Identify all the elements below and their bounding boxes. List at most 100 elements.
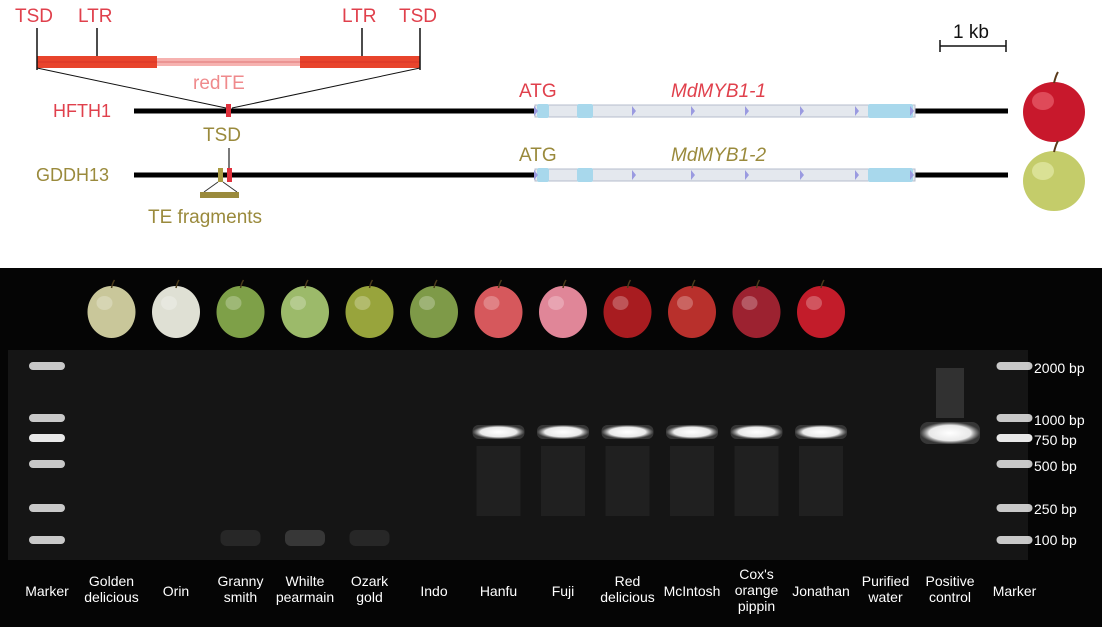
- ltr-right-block: [300, 56, 420, 68]
- primer-dimer-smear: [220, 530, 261, 546]
- lane-label: Marker: [993, 583, 1037, 599]
- lane-label: orange: [735, 582, 779, 598]
- gel-lane: Orin: [152, 279, 200, 599]
- gel-body: [8, 350, 1028, 560]
- gddh13-gene-label: MdMYB1-2: [671, 145, 766, 166]
- ladder-band: [996, 362, 1033, 370]
- lane-label: gold: [356, 589, 382, 605]
- tsd-middle-label: TSD: [203, 125, 241, 146]
- ladder-size-labels: 2000 bp 1000 bp 750 bp 500 bp 250 bp 100…: [1034, 360, 1085, 548]
- primer-dimer-smear: [349, 530, 390, 546]
- ladder-band: [29, 414, 65, 422]
- ladder-label-100: 100 bp: [1034, 532, 1077, 548]
- lane-label: delicious: [84, 589, 138, 605]
- lane-label: Cox's: [739, 566, 774, 582]
- lane-label: Marker: [25, 583, 69, 599]
- apple-photo: [345, 279, 394, 338]
- lane-label: McIntosh: [664, 583, 721, 599]
- hfth1-gene-model: [534, 104, 916, 118]
- ladder-band: [996, 414, 1033, 422]
- apple-photo: [603, 279, 652, 338]
- redte-label: redTE: [193, 73, 245, 94]
- ltr-left-label: LTR: [78, 6, 112, 27]
- gel-lane: Fuji: [537, 279, 589, 599]
- ladder-band: [29, 536, 65, 544]
- green-apple-image: [1023, 140, 1085, 211]
- ladder-band: [29, 460, 65, 468]
- gel-lane: Jonathan: [792, 279, 850, 599]
- tsd-right-label: TSD: [399, 6, 437, 27]
- gddh13-atg-label: ATG: [519, 145, 557, 166]
- lane-label: Positive: [925, 573, 974, 589]
- lane-label: control: [929, 589, 971, 605]
- pcr-band: [472, 425, 525, 439]
- pcr-band: [537, 425, 589, 439]
- redte-element: [36, 28, 421, 109]
- lane-label: pearmain: [276, 589, 334, 605]
- lane-label: Red: [615, 573, 641, 589]
- lane-label: Purified: [862, 573, 909, 589]
- hfth1-label: HFTH1: [53, 101, 111, 121]
- gel-lane: Indo: [410, 279, 458, 599]
- lane-label: water: [867, 589, 903, 605]
- gel-lane: Marker: [25, 362, 69, 599]
- lane-label: Golden: [89, 573, 134, 589]
- gene-structure-diagram: TSD LTR LTR TSD redTE 1 kb HFTH1 ATG MdM…: [15, 6, 1085, 228]
- lane-label: Granny: [218, 573, 264, 589]
- gddh13-te-fragment-mark: [218, 168, 223, 182]
- gddh13-gene-model: [534, 168, 916, 182]
- gel-lane: McIntosh: [664, 279, 721, 599]
- hfth1-gene-label: MdMYB1-1: [671, 81, 766, 102]
- lane-label: pippin: [738, 598, 775, 614]
- ltr-left-block: [37, 56, 157, 68]
- pcr-band: [601, 425, 654, 439]
- apple-photo: [152, 279, 200, 338]
- gel-electrophoresis-panel: Marker Golden delicious Orin Granny smith Whil…: [0, 268, 1102, 627]
- gddh13-label: GDDH13: [36, 165, 109, 185]
- scale-bar: [939, 40, 1007, 52]
- scale-bar-label: 1 kb: [953, 22, 989, 43]
- gel-lane: Hanfu: [472, 279, 525, 599]
- gddh13-tsd-mark: [227, 168, 232, 182]
- lane-label: Ozark: [351, 573, 389, 589]
- apple-photo: [216, 279, 265, 338]
- ladder-label-250: 250 bp: [1034, 501, 1077, 517]
- lane-label: delicious: [600, 589, 654, 605]
- apple-photo: [732, 279, 781, 338]
- apple-photo: [474, 279, 523, 338]
- ladder-band: [29, 504, 65, 512]
- ladder-label-500: 500 bp: [1034, 458, 1077, 474]
- ladder-label-2000: 2000 bp: [1034, 360, 1085, 376]
- primer-dimer-smear: [285, 530, 325, 546]
- lane-label: Orin: [163, 583, 189, 599]
- ladder-band: [996, 460, 1033, 468]
- ladder-band: [996, 536, 1033, 544]
- lane-label: Whilte: [286, 573, 325, 589]
- pcr-band: [730, 425, 783, 439]
- ladder-band: [29, 362, 65, 370]
- lane-label: smith: [224, 589, 257, 605]
- apple-photo: [797, 279, 845, 338]
- hfth1-redte-insertion: [226, 104, 231, 117]
- apple-photo: [539, 279, 587, 338]
- apple-photo: [668, 279, 716, 338]
- ltr-right-label: LTR: [342, 6, 376, 27]
- ladder-band: [996, 434, 1033, 442]
- apple-photo: [410, 279, 458, 338]
- lane-label: Jonathan: [792, 583, 850, 599]
- redte-internal-region: [157, 58, 300, 66]
- ladder-band: [996, 504, 1033, 512]
- te-fragments-bar: [200, 192, 239, 198]
- pcr-band: [666, 425, 718, 439]
- tsd-left-label: TSD: [15, 6, 53, 27]
- hfth1-atg-label: ATG: [519, 81, 557, 102]
- red-apple-image: [1023, 71, 1085, 142]
